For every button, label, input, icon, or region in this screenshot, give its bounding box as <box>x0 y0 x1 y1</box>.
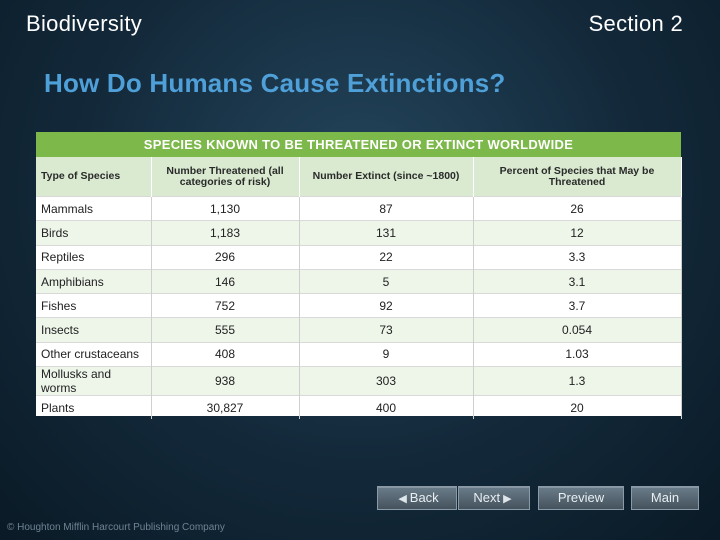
extinct-cell: 87 <box>299 195 474 221</box>
table-row: Reptiles 296 22 3.3 <box>36 244 682 270</box>
back-button[interactable]: ◀ Back <box>377 486 457 510</box>
percent-cell: 3.7 <box>473 293 682 318</box>
table-row: Mammals 1,130 87 26 <box>36 195 682 221</box>
percent-cell: 1.3 <box>473 366 682 396</box>
species-type-cell: Fishes <box>36 293 152 318</box>
threatened-cell: 938 <box>151 366 300 396</box>
species-table: SPECIES KNOWN TO BE THREATENED OR EXTINC… <box>36 132 682 420</box>
next-label: Next <box>473 490 501 505</box>
main-button[interactable]: Main <box>631 486 699 510</box>
threatened-cell: 296 <box>151 244 300 270</box>
column-header: Number Extinct (since ~1800) <box>299 157 474 197</box>
species-type-cell: Plants <box>36 395 152 420</box>
table-row: Other crustaceans 408 9 1.03 <box>36 341 682 367</box>
column-header: Type of Species <box>36 157 152 197</box>
percent-cell: 26 <box>473 195 682 221</box>
percent-cell: 12 <box>473 220 682 246</box>
table-row: Plants 30,827 400 20 <box>36 395 682 420</box>
section-label: Section 2 <box>588 11 683 36</box>
next-button[interactable]: Next ▶ <box>458 486 530 510</box>
extinct-cell: 131 <box>299 220 474 246</box>
species-type-cell: Amphibians <box>36 268 152 294</box>
table-row: Mollusks and worms 938 303 1.3 <box>36 366 682 396</box>
header-row: Type of Species Number Threatened (all c… <box>36 157 682 197</box>
table-row: Insects 555 73 0.054 <box>36 317 682 343</box>
percent-cell: 20 <box>473 395 682 420</box>
species-type-cell: Mollusks and worms <box>36 366 152 396</box>
extinct-cell: 73 <box>299 317 474 343</box>
extinct-cell: 303 <box>299 366 474 396</box>
threatened-cell: 408 <box>151 341 300 367</box>
percent-cell: 3.3 <box>473 244 682 270</box>
back-arrow-icon: ◀ <box>398 493 407 505</box>
table-row: Birds 1,183 131 12 <box>36 220 682 246</box>
data-table: Type of Species Number Threatened (all c… <box>36 157 682 420</box>
copyright-footer: © Houghton Mifflin Harcourt Publishing C… <box>7 522 225 533</box>
table-row: Fishes 752 92 3.7 <box>36 293 682 318</box>
chapter-title: Biodiversity <box>26 11 143 36</box>
threatened-cell: 146 <box>151 268 300 294</box>
main-label: Main <box>650 490 680 505</box>
threatened-cell: 1,130 <box>151 195 300 221</box>
percent-cell: 0.054 <box>473 317 682 343</box>
table-row: Amphibians 146 5 3.1 <box>36 268 682 294</box>
percent-cell: 3.1 <box>473 268 682 294</box>
back-label: Back <box>409 490 439 505</box>
threatened-cell: 1,183 <box>151 220 300 246</box>
extinct-cell: 400 <box>299 395 474 420</box>
next-arrow-icon: ▶ <box>503 493 512 505</box>
extinct-cell: 5 <box>299 268 474 294</box>
column-header: Percent of Species that May be Threatene… <box>473 157 682 197</box>
table-banner: SPECIES KNOWN TO BE THREATENED OR EXTINC… <box>36 132 681 157</box>
species-type-cell: Insects <box>36 317 152 343</box>
slide-title: How Do Humans Cause Extinctions? <box>44 68 506 98</box>
extinct-cell: 92 <box>299 293 474 318</box>
percent-cell: 1.03 <box>473 341 682 367</box>
species-type-cell: Other crustaceans <box>36 341 152 367</box>
threatened-cell: 752 <box>151 293 300 318</box>
threatened-cell: 30,827 <box>151 395 300 420</box>
extinct-cell: 22 <box>299 244 474 270</box>
threatened-cell: 555 <box>151 317 300 343</box>
species-type-cell: Mammals <box>36 195 152 221</box>
species-type-cell: Reptiles <box>36 244 152 270</box>
species-type-cell: Birds <box>36 220 152 246</box>
column-header: Number Threatened (all categories of ris… <box>151 157 300 197</box>
preview-button[interactable]: Preview <box>538 486 624 510</box>
preview-label: Preview <box>557 490 605 505</box>
extinct-cell: 9 <box>299 341 474 367</box>
